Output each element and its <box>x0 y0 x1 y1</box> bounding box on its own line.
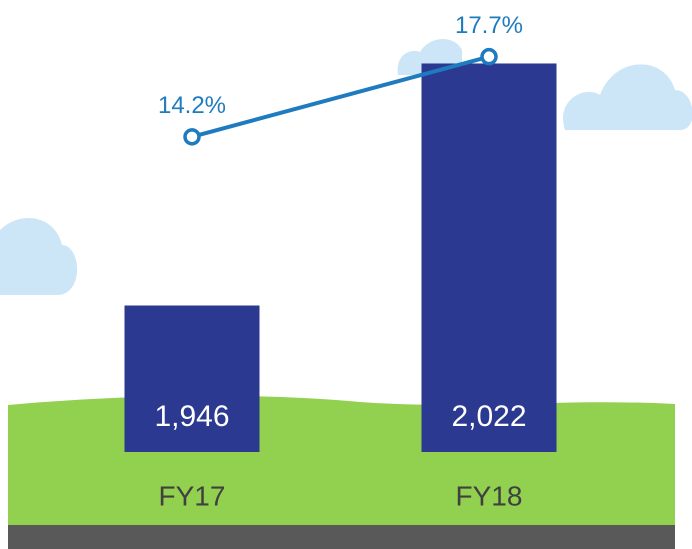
bar <box>422 63 557 452</box>
value-label: 14.2% <box>158 92 226 119</box>
value-label: 17.7% <box>455 12 523 39</box>
x-tick-label: FY18 <box>456 480 523 511</box>
clouds <box>0 39 692 295</box>
value-label: 2,022 <box>451 400 526 433</box>
chart: FY17 FY18 1,946 2,022 14.2% 17.7% <box>0 0 692 549</box>
x-tick-label: FY17 <box>159 480 226 511</box>
ground <box>8 525 675 549</box>
value-label: 1,946 <box>154 400 229 433</box>
line-point <box>482 50 496 64</box>
line-point <box>185 130 199 144</box>
grass <box>8 396 675 525</box>
